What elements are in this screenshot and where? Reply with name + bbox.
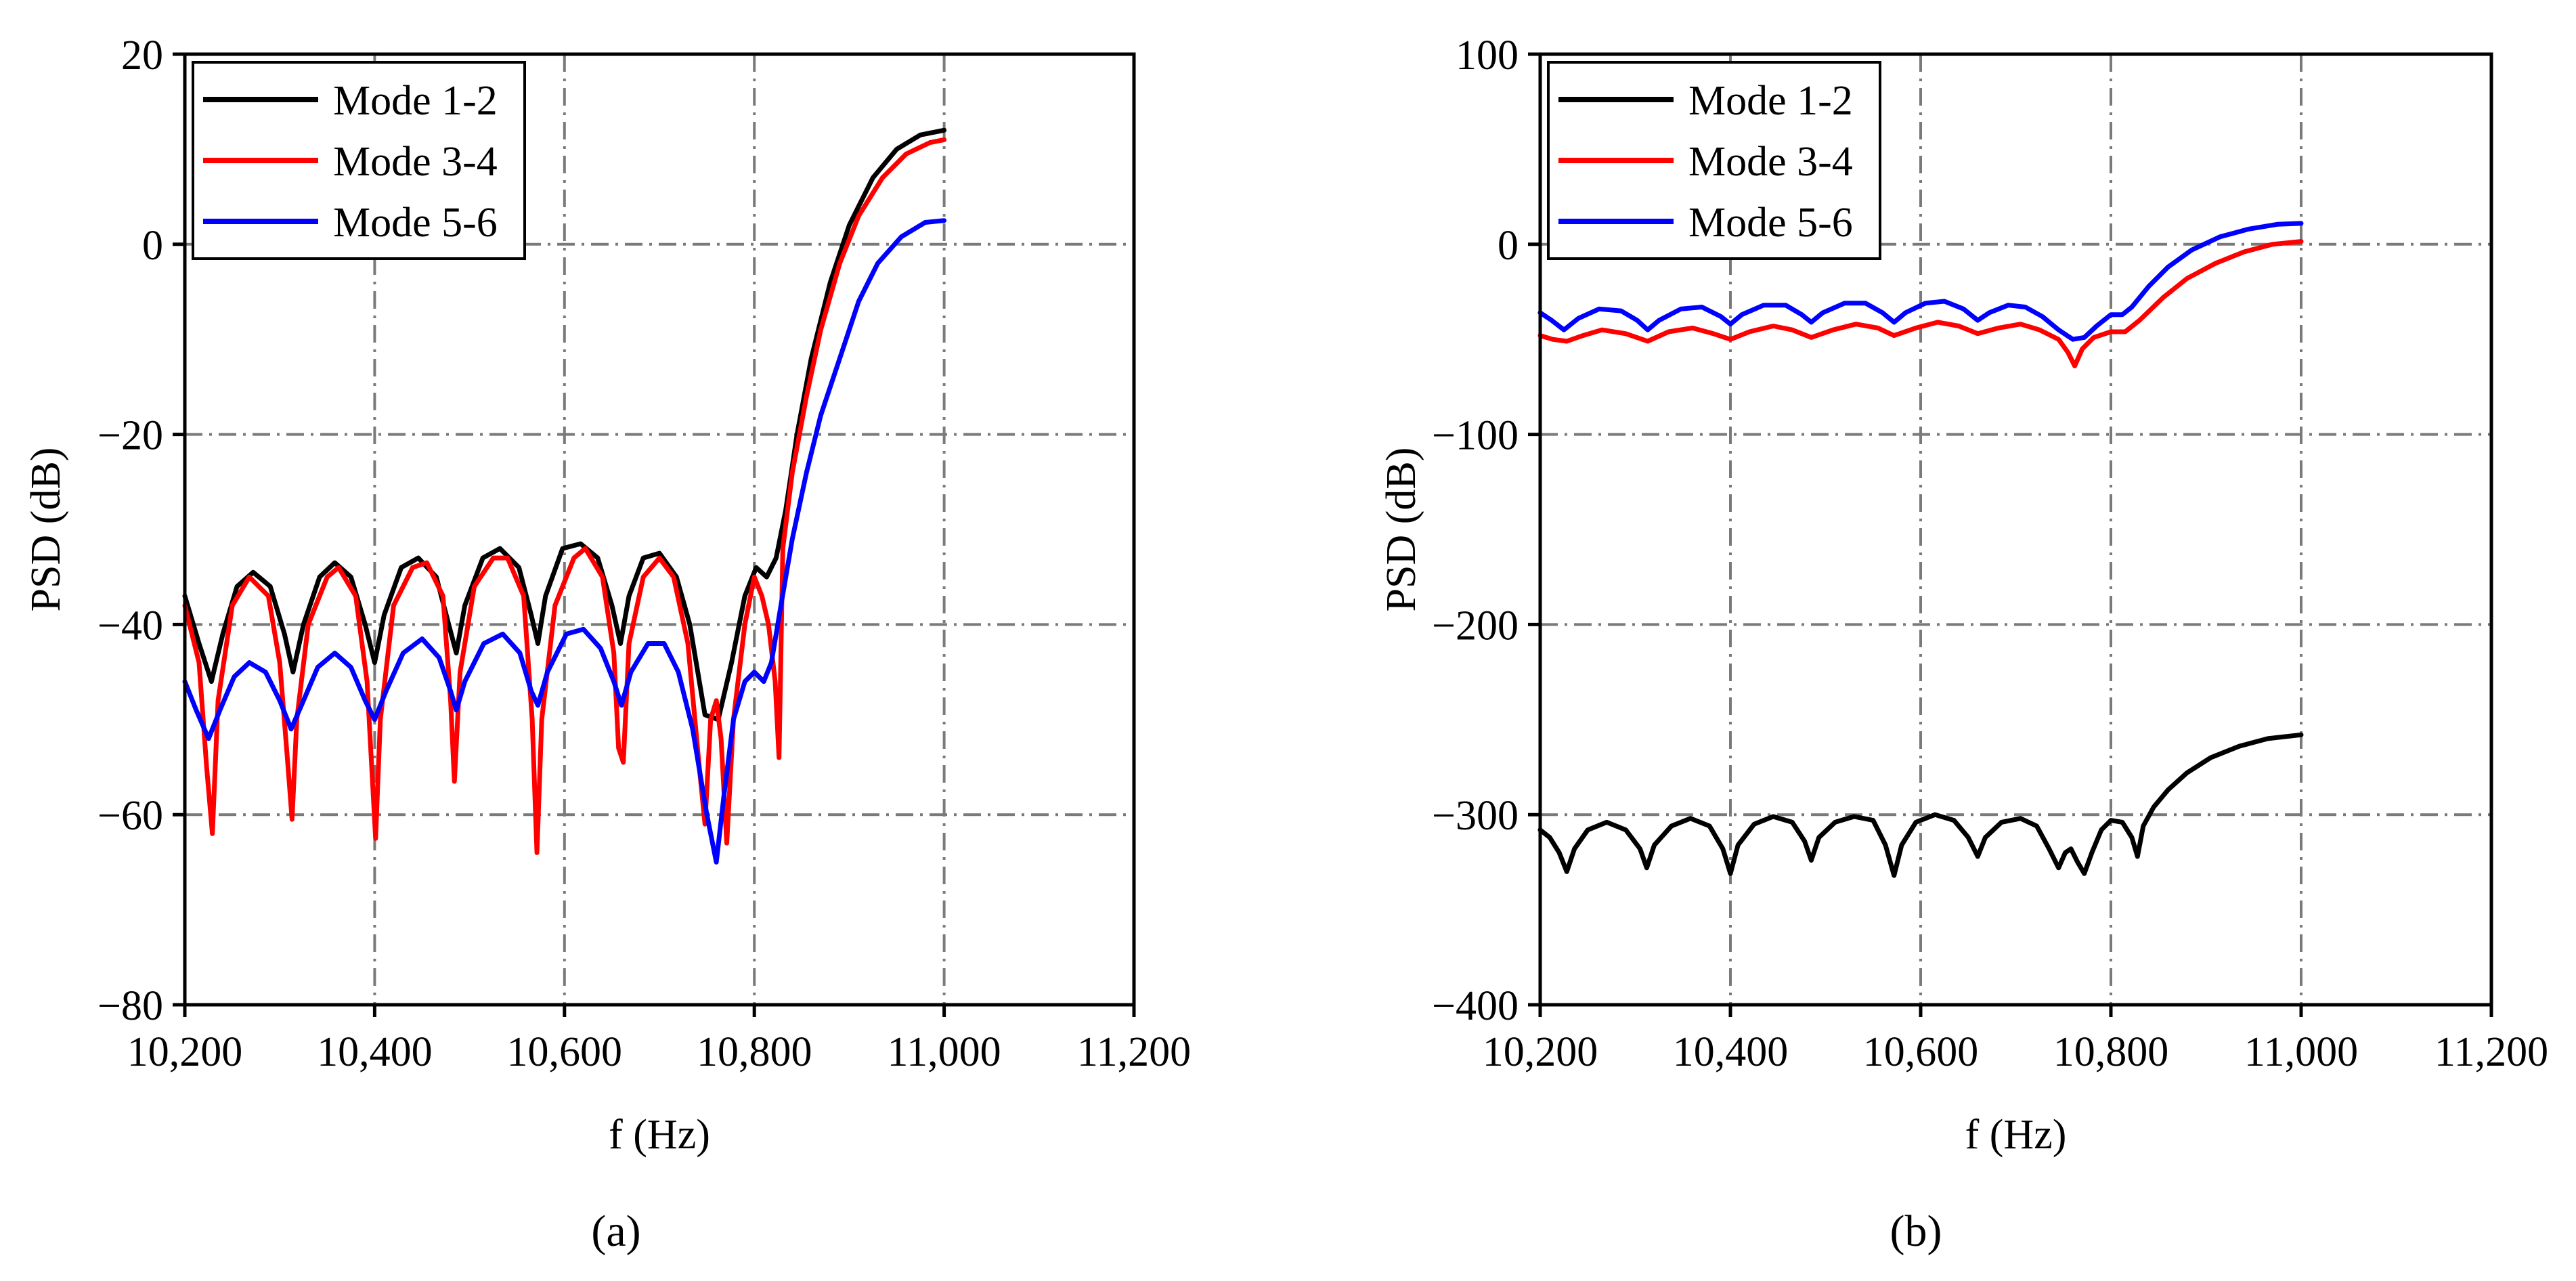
plot-frame xyxy=(1538,52,2493,1007)
plot-frame xyxy=(183,52,1136,1007)
x-tick-label: 10,800 xyxy=(2053,1029,2169,1075)
y-tick-label: 0 xyxy=(1498,223,1519,269)
x-tick-label: 10,400 xyxy=(1673,1029,1789,1075)
y-tick-label: −40 xyxy=(97,603,163,649)
legend-label: Mode 3-4 xyxy=(333,139,498,185)
y-axis-title: PSD (dB) xyxy=(23,448,69,612)
series-line-3 xyxy=(182,218,947,865)
legend: Mode 1-2 Mode 3-4 Mode 5-6 xyxy=(1547,61,1881,260)
x-tick-label: 11,000 xyxy=(2244,1029,2358,1075)
legend-label: Mode 1-2 xyxy=(1688,78,1853,124)
x-tick-label: 10,400 xyxy=(317,1029,433,1075)
x-tick-label: 11,000 xyxy=(887,1029,1001,1075)
legend: Mode 1-2 Mode 3-4 Mode 5-6 xyxy=(192,61,526,260)
legend-label: Mode 1-2 xyxy=(333,78,498,124)
chart-panel-a: 10,200 10,400 10,600 10,800 11,000 11,200 −80 −… xyxy=(23,32,1191,1256)
y-tick-label: −300 xyxy=(1432,793,1519,839)
y-tick-label: 100 xyxy=(1456,32,1519,79)
legend-label: Mode 5-6 xyxy=(333,200,498,246)
y-axis-title: PSD (dB) xyxy=(1378,448,1424,612)
x-tick-label: 10,800 xyxy=(697,1029,812,1075)
series-line-1 xyxy=(182,127,947,722)
y-tick-label: −80 xyxy=(97,983,163,1029)
legend-label: Mode 5-6 xyxy=(1688,200,1853,246)
panel-label: (a) xyxy=(591,1207,640,1256)
series-line-3 xyxy=(1537,221,2304,342)
x-tick-label: 10,200 xyxy=(1483,1029,1598,1075)
y-tick-label: −100 xyxy=(1432,413,1519,459)
x-tick-label: 10,600 xyxy=(507,1029,623,1075)
chart-panel-b: 10,200 10,400 10,600 10,800 11,000 11,200 −400… xyxy=(1378,32,2548,1256)
y-tick-label: 20 xyxy=(121,32,163,79)
x-tick-label: 11,200 xyxy=(2435,1029,2548,1075)
legend-label: Mode 3-4 xyxy=(1688,139,1853,185)
y-tick-label: −400 xyxy=(1432,983,1519,1029)
y-tick-label: −20 xyxy=(97,413,163,459)
x-axis-title: f (Hz) xyxy=(609,1112,710,1158)
x-tick-label: 10,600 xyxy=(1863,1029,1979,1075)
series-line-2 xyxy=(1537,239,2304,368)
y-tick-label: −60 xyxy=(97,793,163,839)
series-line-1 xyxy=(1537,732,2304,878)
y-tick-label: −200 xyxy=(1432,603,1519,649)
x-tick-label: 11,200 xyxy=(1077,1029,1191,1075)
x-tick-label: 10,200 xyxy=(127,1029,243,1075)
panel-label: (b) xyxy=(1890,1207,1942,1256)
x-axis-title: f (Hz) xyxy=(1965,1112,2067,1158)
y-tick-label: 0 xyxy=(142,223,163,269)
